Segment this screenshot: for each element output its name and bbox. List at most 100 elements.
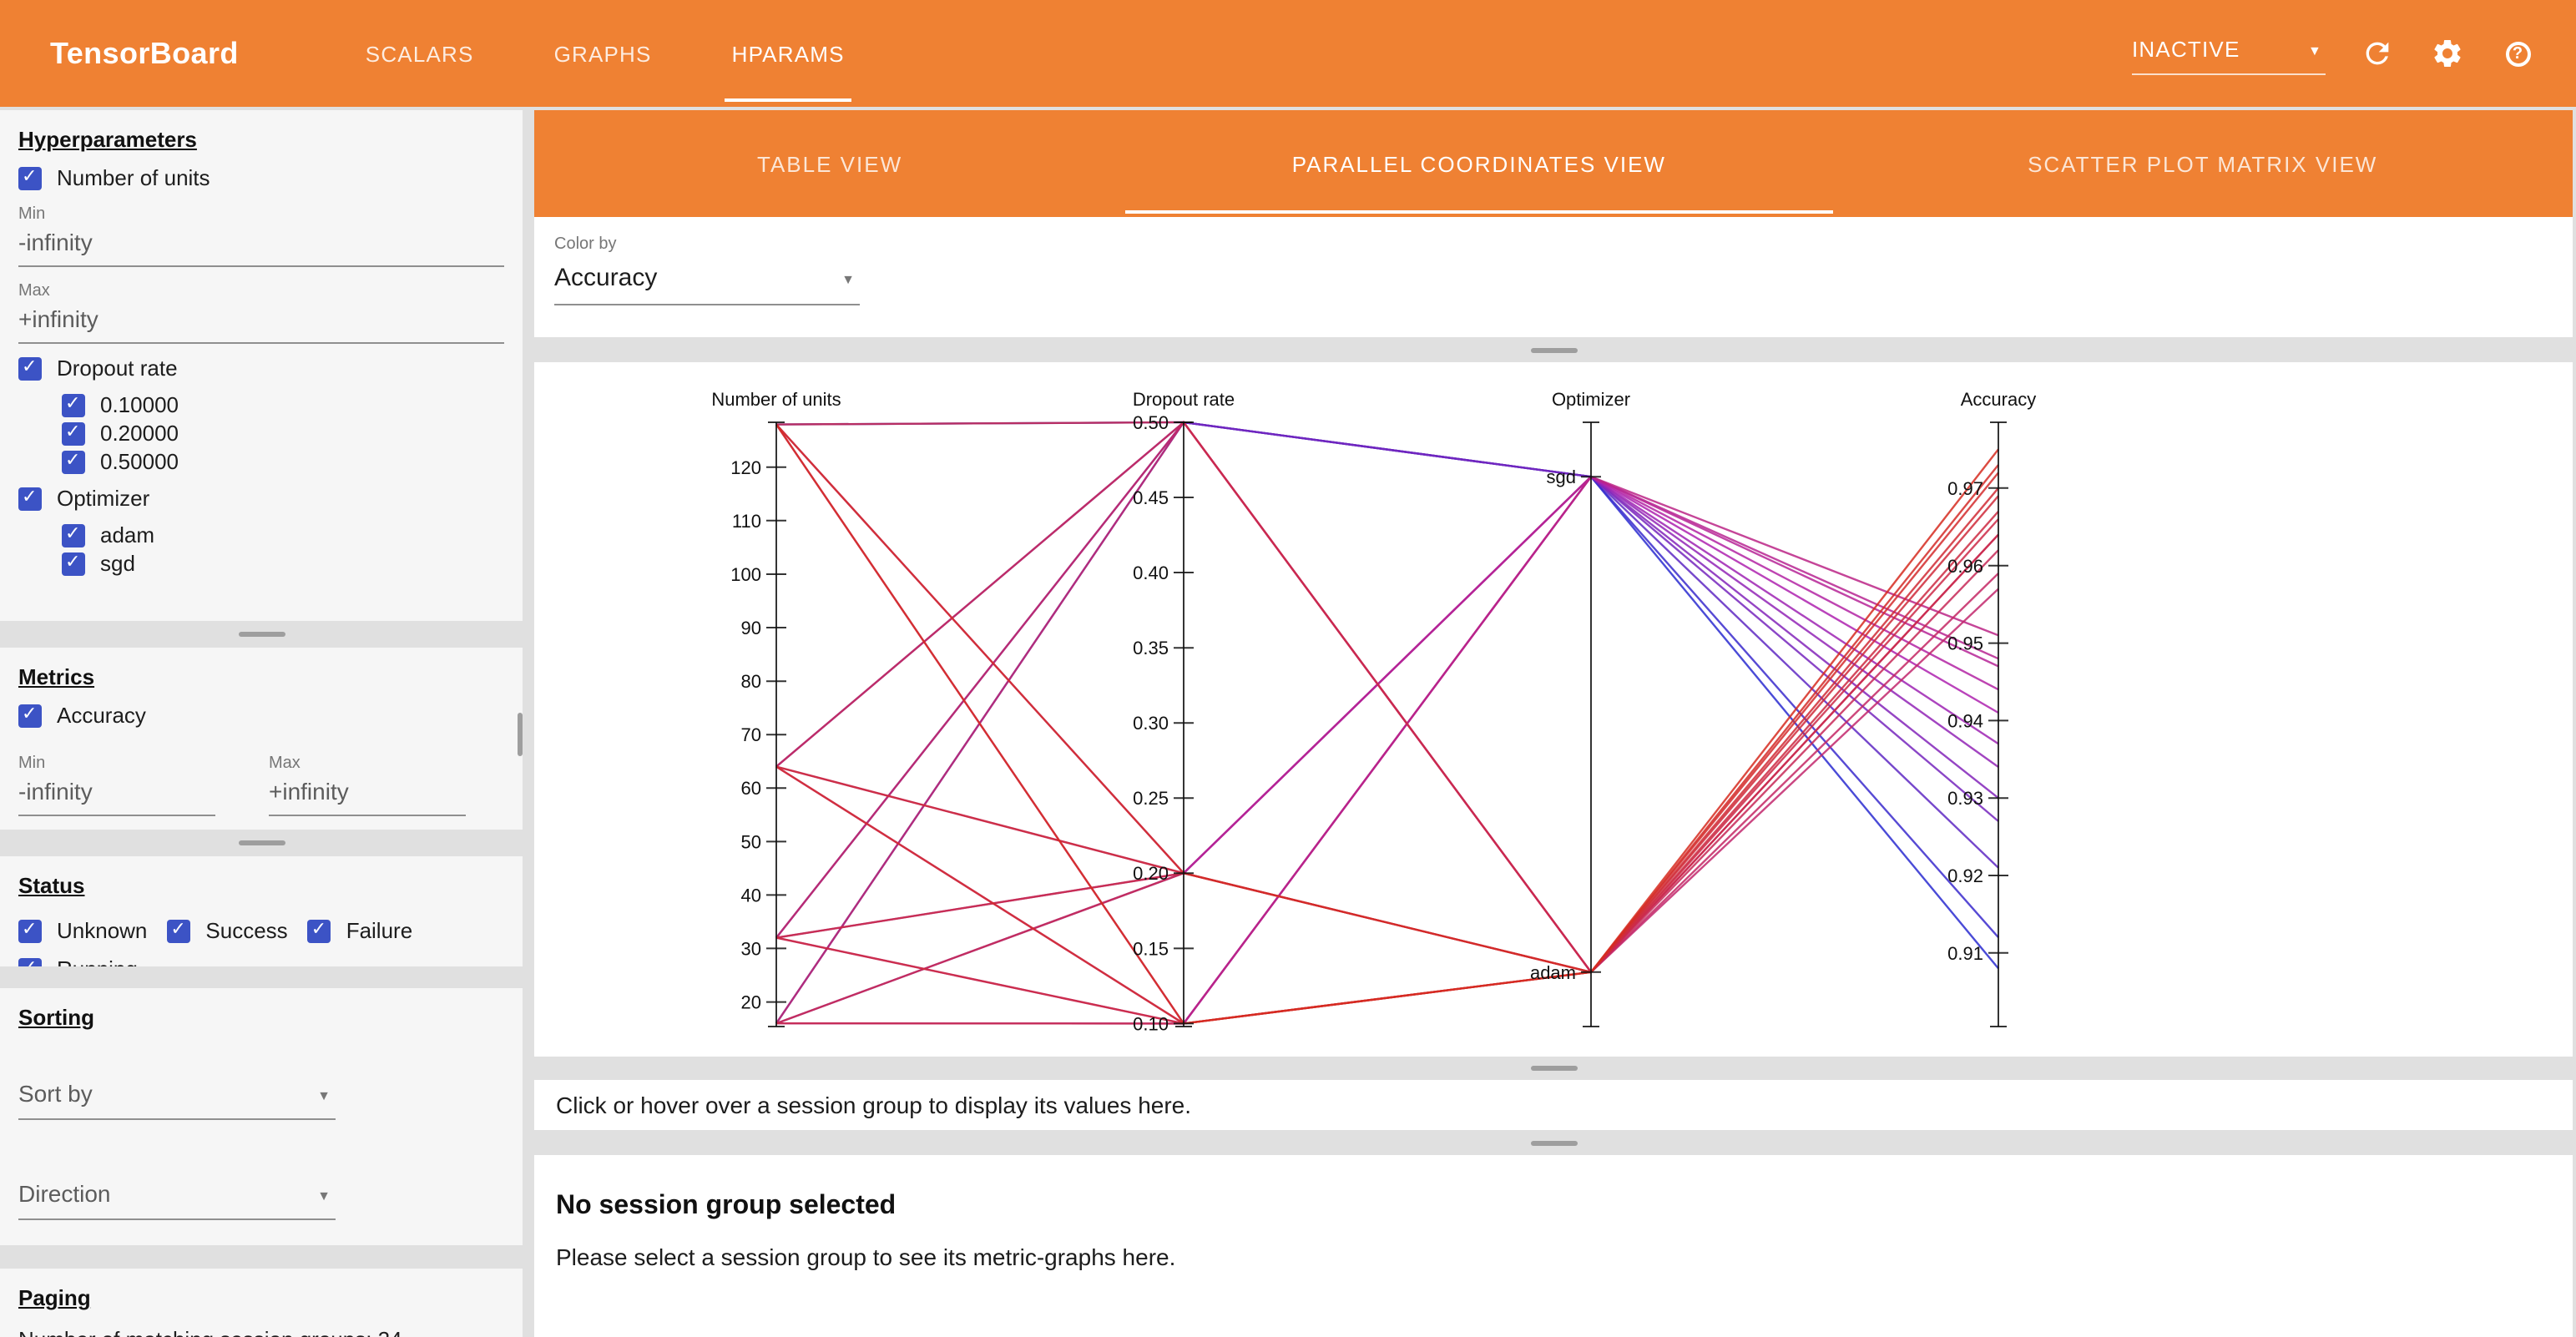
svg-text:90: 90 [741, 618, 761, 638]
no-selection-subtitle: Please select a session group to see its… [556, 1244, 1176, 1270]
status-label: Success [205, 918, 288, 943]
optimizer-value-checkbox[interactable]: sgd [62, 550, 504, 576]
checkbox-checked-icon[interactable] [62, 522, 85, 547]
svg-text:0.30: 0.30 [1133, 713, 1169, 734]
checkbox-checked-icon[interactable] [62, 550, 85, 575]
status-unknown-checkbox[interactable]: Unknown [18, 917, 148, 943]
status-label: Unknown [57, 918, 148, 943]
status-label: Running [57, 956, 138, 966]
nav-scalars[interactable]: SCALARS [359, 0, 481, 107]
svg-text:0.97: 0.97 [1947, 478, 1983, 499]
color-by-select[interactable]: Accuracy ▼ [554, 254, 860, 305]
svg-text:80: 80 [741, 671, 761, 692]
run-status-select[interactable]: INACTIVE ▼ [2132, 32, 2326, 75]
chevron-down-icon: ▼ [317, 1088, 331, 1103]
svg-text:0.25: 0.25 [1133, 788, 1169, 809]
dropout-value-checkbox[interactable]: 0.50000 [62, 448, 504, 474]
checkbox-checked-icon[interactable] [62, 448, 85, 473]
hparam-label: Optimizer [57, 486, 150, 511]
svg-text:40: 40 [741, 885, 761, 906]
resize-handle[interactable] [238, 632, 285, 637]
checkbox-checked-icon[interactable] [62, 391, 85, 416]
status-heading: Status [18, 873, 85, 898]
svg-text:0.10: 0.10 [1133, 1013, 1169, 1034]
svg-text:0.94: 0.94 [1947, 710, 1983, 731]
sorting-panel: Sorting Sort by ▼ Direction ▼ [0, 988, 523, 1245]
status-running-checkbox[interactable]: Running [18, 956, 138, 966]
hparam-label: Dropout rate [57, 356, 178, 381]
svg-text:0.96: 0.96 [1947, 556, 1983, 577]
sidebar-resize-handle[interactable] [518, 713, 523, 756]
paging-panel: Paging Number of matching session groups… [0, 1269, 523, 1337]
optimizer-value-checkbox[interactable]: adam [62, 522, 504, 547]
tab-label: PARALLEL COORDINATES VIEW [1291, 151, 1666, 176]
resize-handle[interactable] [238, 840, 285, 845]
app-title: TensorBoard [50, 36, 239, 69]
metric-accuracy-checkbox[interactable]: Accuracy [18, 702, 504, 728]
svg-text:sgd: sgd [1547, 467, 1576, 487]
tab-table-view[interactable]: TABLE VIEW [534, 110, 1125, 217]
dropout-value-label: 0.50000 [100, 449, 179, 474]
svg-text:60: 60 [741, 778, 761, 799]
sidebar-section-gap [0, 966, 523, 988]
hparam-number-of-units-checkbox[interactable]: Number of units [18, 164, 504, 190]
main-section-gap [534, 1130, 2573, 1155]
help-button[interactable] [2499, 35, 2536, 72]
dropout-value-label: 0.20000 [100, 421, 179, 446]
no-selection-title: No session group selected [556, 1192, 897, 1220]
checkbox-checked-icon[interactable] [18, 485, 42, 510]
sort-by-select[interactable]: Sort by ▼ [18, 1073, 336, 1120]
direction-value: Direction [18, 1180, 111, 1207]
nav-graphs[interactable]: GRAPHS [548, 0, 659, 107]
checkbox-checked-icon[interactable] [18, 917, 42, 942]
units-max-input[interactable]: +infinity [18, 300, 504, 344]
refresh-button[interactable] [2359, 35, 2396, 72]
checkbox-checked-icon[interactable] [167, 917, 191, 942]
chevron-down-icon: ▼ [2307, 43, 2322, 58]
tab-scatter-plot-matrix-view[interactable]: SCATTER PLOT MATRIX VIEW [1833, 110, 2573, 217]
checkbox-checked-icon[interactable] [18, 355, 42, 380]
svg-text:adam: adam [1530, 962, 1576, 983]
settings-button[interactable] [2429, 35, 2466, 72]
sorting-heading: Sorting [18, 1005, 94, 1030]
units-min-input[interactable]: -infinity [18, 224, 504, 267]
status-failure-checkbox[interactable]: Failure [307, 917, 412, 943]
direction-select[interactable]: Direction ▼ [18, 1173, 336, 1220]
sidebar-section-gap [0, 830, 523, 856]
color-by-value: Accuracy [554, 264, 658, 292]
resize-handle[interactable] [1530, 1140, 1577, 1145]
parallel-coordinates-chart[interactable]: Number of units 20 30 40 50 60 70 80 90 100 110 120… [534, 362, 2573, 1057]
svg-text:0.92: 0.92 [1947, 865, 1983, 886]
parallel-coordinates-svg[interactable]: Number of units 20 30 40 50 60 70 80 90 100 110 120… [534, 362, 2573, 1057]
min-label: Min [18, 205, 46, 224]
tab-label: SCATTER PLOT MATRIX VIEW [2028, 151, 2378, 176]
accuracy-min-input[interactable]: -infinity [18, 773, 215, 816]
nav-scalars-label: SCALARS [365, 41, 474, 66]
session-group-panel: No session group selected Please select … [534, 1155, 2573, 1337]
resize-handle[interactable] [1530, 1066, 1577, 1071]
svg-text:30: 30 [741, 938, 761, 959]
checkbox-checked-icon[interactable] [18, 702, 42, 727]
sidebar-section-gap [0, 621, 523, 648]
resize-handle[interactable] [1530, 347, 1577, 352]
run-status-value: INACTIVE [2132, 37, 2240, 62]
dropout-value-checkbox[interactable]: 0.20000 [62, 420, 504, 446]
dropout-value-checkbox[interactable]: 0.10000 [62, 391, 504, 417]
checkbox-checked-icon[interactable] [62, 420, 85, 445]
color-by-section: Color by Accuracy ▼ [534, 217, 2573, 337]
checkbox-checked-icon[interactable] [307, 917, 331, 942]
hparam-optimizer-checkbox[interactable]: Optimizer [18, 485, 504, 511]
max-label: Max [269, 754, 301, 773]
status-success-checkbox[interactable]: Success [167, 917, 288, 943]
svg-text:120: 120 [730, 457, 761, 478]
svg-text:70: 70 [741, 724, 761, 745]
accuracy-max-input[interactable]: +infinity [269, 773, 466, 816]
tab-parallel-coordinates-view[interactable]: PARALLEL COORDINATES VIEW [1125, 110, 1832, 217]
svg-text:110: 110 [732, 511, 761, 532]
session-values-hint: Click or hover over a session group to d… [534, 1080, 2573, 1130]
plugin-nav: SCALARS GRAPHS HPARAMS [359, 0, 918, 107]
hparam-dropout-rate-checkbox[interactable]: Dropout rate [18, 355, 504, 381]
nav-hparams[interactable]: HPARAMS [725, 0, 851, 107]
checkbox-checked-icon[interactable] [18, 164, 42, 189]
checkbox-checked-icon[interactable] [18, 956, 42, 966]
